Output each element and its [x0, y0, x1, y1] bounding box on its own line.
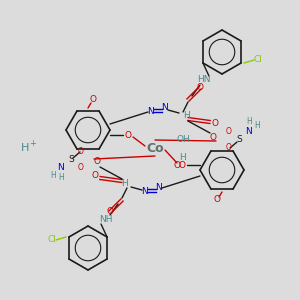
Text: O: O	[78, 164, 84, 172]
Text: Cl: Cl	[254, 56, 262, 64]
Text: N: N	[162, 103, 168, 112]
Text: O: O	[106, 208, 113, 217]
Text: O: O	[89, 95, 97, 104]
Text: N: N	[142, 188, 148, 196]
Text: O: O	[209, 134, 217, 142]
Text: S: S	[236, 136, 242, 145]
Text: O: O	[94, 158, 100, 166]
Text: O: O	[92, 172, 98, 181]
Text: O: O	[212, 119, 218, 128]
Text: O: O	[226, 143, 232, 152]
Text: H: H	[21, 143, 29, 153]
Text: N: N	[246, 128, 252, 136]
Text: H: H	[246, 118, 252, 127]
Text: O: O	[124, 130, 131, 140]
Text: N: N	[58, 164, 64, 172]
Text: Co: Co	[146, 142, 164, 154]
Text: O: O	[226, 128, 232, 136]
Text: S: S	[68, 155, 74, 164]
Text: Cl: Cl	[48, 236, 56, 244]
Text: O: O	[78, 148, 84, 157]
Text: OH: OH	[176, 136, 190, 145]
Text: O: O	[173, 161, 181, 170]
Text: +: +	[30, 139, 36, 148]
Text: O: O	[196, 83, 203, 92]
Text: O: O	[214, 196, 220, 205]
Text: N: N	[148, 107, 154, 116]
Text: H: H	[58, 173, 64, 182]
Text: HN: HN	[197, 76, 211, 85]
Text: NH: NH	[99, 215, 113, 224]
Text: H: H	[254, 121, 260, 130]
Text: N: N	[156, 184, 162, 193]
Text: H: H	[180, 154, 186, 163]
Text: H: H	[183, 112, 189, 121]
Text: O: O	[178, 160, 185, 169]
Text: H: H	[50, 170, 56, 179]
Text: H: H	[121, 179, 128, 188]
